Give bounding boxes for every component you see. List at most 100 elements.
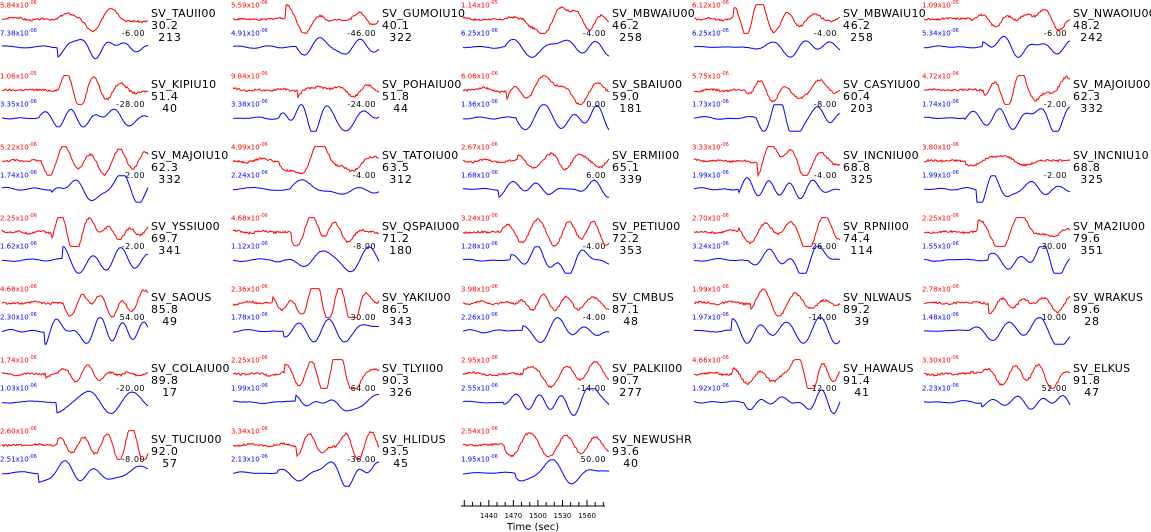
time-axis: 1440 1470 1500 1530 1560 Time (sec) [461, 500, 605, 532]
azimuth-value: 277 [619, 386, 643, 399]
synthetic-trace [462, 246, 610, 274]
station-name: SV_ERMII00 [612, 149, 680, 162]
amplitude-value: 3.24 [461, 214, 477, 223]
multiplier: x10 [476, 214, 490, 223]
azimuth-value: 322 [389, 31, 413, 44]
observed-amplitude-label: 4.72x10-06 [922, 71, 959, 80]
observed-trace [923, 295, 1071, 315]
synthetic-amplitude-label: 1.92x10-06 [692, 383, 729, 392]
distance-value: 89.2 [843, 303, 871, 316]
exponent: -06 [720, 28, 729, 34]
synthetic-amplitude-label: 1.99x10-06 [692, 170, 729, 179]
multiplier: x10 [246, 29, 260, 38]
multiplier: x10 [707, 171, 721, 180]
time-shift-label: -2.00 [1043, 100, 1067, 109]
amplitude-value: 1.28 [461, 242, 477, 251]
station-name: SV_TUCIU00 [151, 433, 222, 446]
amplitude-value: 1.92 [692, 384, 708, 393]
trace-plot [923, 295, 1071, 345]
synthetic-amplitude-label: 1.73x10-06 [692, 99, 729, 108]
observed-trace [1, 216, 149, 247]
time-shift-label: -24.00 [347, 100, 376, 109]
amplitude-value: 5.75 [692, 72, 708, 81]
synthetic-amplitude-label: 2.24x10-06 [231, 170, 268, 179]
time-shift-label: -8.00 [352, 242, 376, 251]
observed-amplitude-label: 1.14x10-05 [461, 0, 498, 9]
observed-amplitude-label: 4.68x10-06 [231, 213, 268, 222]
observed-amplitude-label: 2.25x10-06 [0, 213, 37, 222]
exponent: -06 [720, 170, 729, 176]
distance-value: 90.7 [612, 374, 640, 387]
exponent: -06 [28, 284, 37, 290]
synthetic-trace [462, 104, 610, 131]
trace-plot [1, 75, 149, 128]
time-shift-label: -6.00 [121, 29, 145, 38]
station-name: SV_NEWUSHR [612, 433, 693, 446]
exponent: -06 [489, 454, 498, 460]
time-shift-label: -2.00 [121, 242, 145, 251]
trace-plot [923, 75, 1071, 132]
time-shift-label: 30.00 [1041, 242, 1067, 251]
observed-trace [232, 83, 380, 99]
synthetic-trace [462, 179, 610, 198]
multiplier: x10 [15, 455, 29, 464]
observed-trace [462, 432, 609, 458]
multiplier: x10 [15, 285, 29, 294]
multiplier: x10 [707, 143, 721, 152]
x-tick-label: 1500 [529, 512, 547, 520]
distance-value: 85.8 [151, 303, 179, 316]
trace-plot [1, 146, 149, 203]
azimuth-value: 41 [854, 386, 870, 399]
multiplier: x10 [246, 455, 260, 464]
synthetic-trace [232, 461, 380, 487]
multiplier: x10 [15, 427, 29, 436]
station-name: SV_NLWAUS [843, 291, 912, 304]
synthetic-amplitude-label: 2.30x10-06 [0, 312, 37, 321]
exponent: -06 [489, 99, 498, 105]
observed-amplitude-label: 5.84x10-06 [0, 0, 37, 9]
azimuth-value: 57 [162, 457, 178, 470]
time-shift-label: -46.00 [347, 29, 376, 38]
distance-value: 59.0 [612, 90, 640, 103]
azimuth-value: 332 [1080, 102, 1104, 115]
station-name: SV_HLIDUS [382, 433, 446, 446]
synthetic-amplitude-label: 2.55x10-06 [461, 383, 498, 392]
synthetic-trace [693, 104, 841, 132]
amplitude-value: 1.03 [0, 384, 16, 393]
distance-value: 91.8 [1073, 374, 1101, 387]
time-shift-label: 54.00 [119, 313, 145, 322]
multiplier: x10 [476, 285, 490, 294]
synthetic-amplitude-label: 5.34x10-06 [922, 28, 959, 37]
station-panel: 1.09x10-05 5.34x10-06 -6.00 SV_NWAOIU00 48.2… [922, 0, 1151, 71]
amplitude-value: 1.99 [231, 384, 247, 393]
observed-amplitude-label: 4.66x10-06 [692, 355, 729, 364]
time-shift-label: -4.00 [582, 242, 606, 251]
amplitude-value: 1.09 [922, 1, 938, 10]
azimuth-value: 326 [389, 386, 413, 399]
amplitude-value: 1.36 [461, 100, 477, 109]
amplitude-value: 1.55 [922, 242, 938, 251]
azimuth-value: 48 [623, 315, 639, 328]
multiplier: x10 [15, 100, 29, 109]
amplitude-value: 2.51 [0, 455, 16, 464]
trace-plot [923, 154, 1071, 203]
synthetic-trace [1, 317, 149, 345]
exponent: -06 [950, 170, 959, 176]
trace-plot [923, 363, 1071, 410]
multiplier: x10 [937, 100, 951, 109]
observed-amplitude-label: 3.34x10-06 [231, 426, 268, 435]
station-panel: 4.68x10-06 1.12x10-06 -8.00 SV_QSPAIU00 71.2… [231, 213, 461, 284]
azimuth-value: 203 [850, 102, 874, 115]
azimuth-value: 181 [619, 102, 643, 115]
time-shift-label: -28.00 [116, 100, 145, 109]
amplitude-value: 6.25 [692, 29, 708, 38]
synthetic-trace [693, 40, 841, 58]
station-name: SV_CASYIU00 [843, 78, 921, 91]
station-panel: 2.70x10-06 3.24x10-06 26.00 SV_RPNII00 74.4 1… [692, 213, 922, 284]
time-shift-label: 0.00 [586, 100, 606, 109]
amplitude-value: 4.91 [231, 29, 247, 38]
observed-amplitude-label: 6.06x10-06 [461, 71, 498, 80]
station-panel: 2.60x10-06 2.51x10-06 -8.00 SV_TUCIU00 92.0 5… [0, 426, 230, 497]
synthetic-amplitude-label: 1.99x10-06 [922, 170, 959, 179]
amplitude-value: 1.62 [0, 242, 16, 251]
